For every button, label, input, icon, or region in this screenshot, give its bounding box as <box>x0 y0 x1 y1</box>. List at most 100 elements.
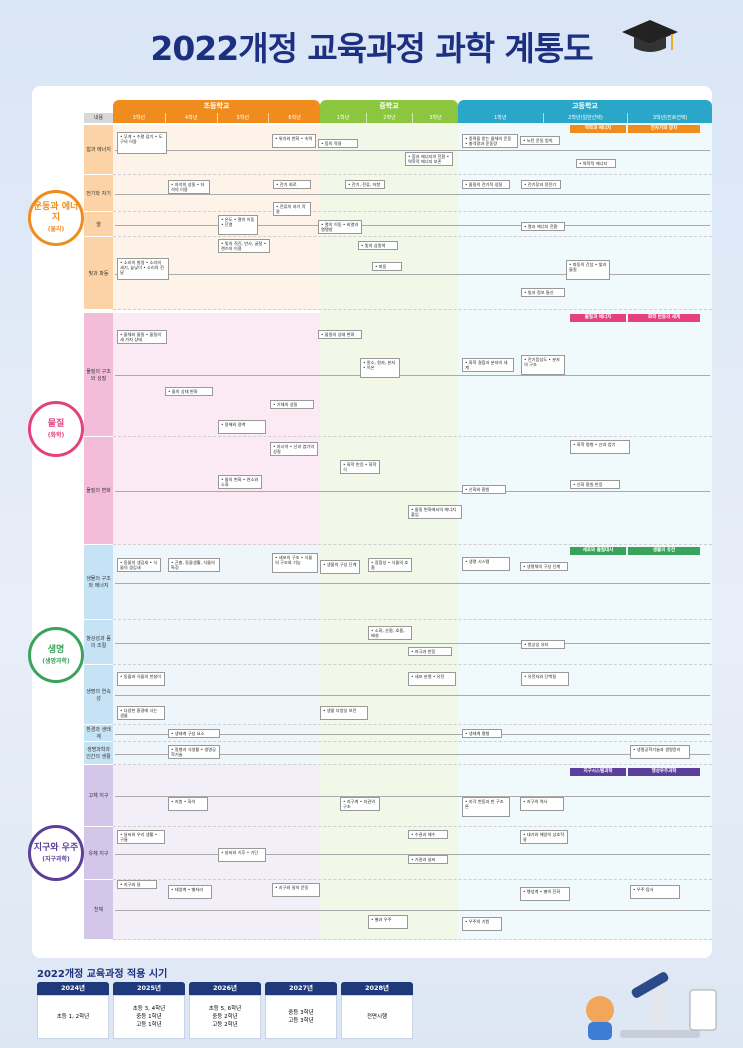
row-connector <box>115 224 710 226</box>
grade-header: 6학년 <box>268 113 320 123</box>
year-header: 2024년 <box>37 982 109 995</box>
content-box: • 생태계 평형 <box>462 729 502 738</box>
content-box: • 화학 반응 • 화학식 <box>340 460 380 474</box>
section-badge: 지구와 우주 (지구과학) <box>28 824 84 881</box>
section-name: 생명 <box>47 645 65 655</box>
content-box: • 빛과 정보 통신 <box>521 288 565 297</box>
level-header: 고등학교 <box>458 100 712 113</box>
year-header: 2028년 <box>341 982 413 995</box>
content-box: • 온도 • 열의 이동 • 단열 <box>218 215 258 235</box>
grade-header: 3학년(진로선택) <box>627 113 712 123</box>
content-box: • 날씨와 기후 • 기단 <box>218 848 266 862</box>
row-connector <box>115 753 710 755</box>
grade-header: 2학년(일반선택) <box>542 113 628 123</box>
section-subject: (지구과학) <box>42 855 70 863</box>
content-box: • 날씨와 우리 생활 • 구름 <box>117 830 165 844</box>
content-box: • 생물 다양성 보전 <box>320 706 368 720</box>
content-box: • 전기음성도 • 분자의 구조 <box>521 355 565 375</box>
section-badge: 생명 (생명과학) <box>28 627 84 683</box>
level-header: 중학교 <box>320 100 458 113</box>
row-label: 환경과 생태계 <box>84 725 113 742</box>
row-label: 유체 지구 <box>84 827 113 880</box>
content-box: • 유전자와 단백질 <box>521 672 569 686</box>
section-subject: (화학) <box>47 432 65 439</box>
grade-header: 5학년 <box>216 113 269 123</box>
content-box: • 질병과 식생활 • 생명공학기술 <box>168 745 220 759</box>
content-box: • 원소, 원자, 분자 • 이온 <box>360 358 400 378</box>
content-box: • 다양한 환경에 사는 생물 <box>117 706 165 720</box>
content-box: • 세포 분열 • 유전 <box>408 672 456 686</box>
row-label: 생명과학과 인간의 생활 <box>84 742 113 765</box>
row-connector <box>115 273 710 275</box>
content-box: • 무게 • 수평 잡기 • 도구의 이용 <box>117 132 167 154</box>
content-box: • 광합성 • 식물의 호흡 <box>368 558 412 572</box>
content-box: • 열과 에너지 전환 <box>521 222 565 231</box>
content-box: • 지층 • 화석 <box>168 797 208 811</box>
content-box: • 빛의 직진, 반사, 굴절 • 렌즈의 이용 <box>218 239 270 253</box>
course-tag: 전자기와 양자 <box>628 125 700 133</box>
year-line: 중등 2학년 <box>212 1014 238 1020</box>
graduation-cap-icon <box>622 20 678 52</box>
course-tag: 지구시스템과학 <box>570 768 626 776</box>
microscope-illustration <box>586 970 717 1040</box>
content-box: • 전기, 전류, 저항 <box>345 180 385 189</box>
grade-header: 1학년 <box>320 113 366 123</box>
row-label: 힘과 에너지 <box>84 125 113 175</box>
content-box: • 기권과 날씨 <box>408 855 448 864</box>
content-box: • 생물의 구성 단계 <box>320 560 360 574</box>
content-box: • 세포의 구조 • 식물의 구조와 기능 <box>272 553 318 573</box>
content-box: • 동물과 식물의 한살이 <box>117 672 165 686</box>
row-connector <box>115 150 710 151</box>
grade-header: 4학년 <box>164 113 217 123</box>
row-connector <box>115 853 710 855</box>
poster-title: 2022개정 교육과정 과학 계통도 <box>150 29 593 68</box>
content-box: • 소리의 발생 • 소리의 세기, 높낮이 • 소리의 전달 <box>117 258 169 280</box>
course-tag: 화학 반응의 세계 <box>628 314 700 322</box>
content-header: 내용 <box>84 113 113 123</box>
content-box: • 용해와 용액 <box>218 420 266 434</box>
row-label: 항상성과 몸의 조절 <box>84 620 113 665</box>
year-line: 중등 1학년 <box>136 1014 162 1020</box>
year-box: 초등 3, 4학년 중등 1학년 고등 1학년 <box>113 995 185 1039</box>
row-label: 생명의 연속성 <box>84 665 113 725</box>
year-box: 초등 1, 2학년 <box>37 995 109 1039</box>
row-connector <box>115 910 710 911</box>
content-box: • 지구계 • 지권의 구조 <box>340 797 380 811</box>
content-box: • 힘의 작용 <box>318 139 358 148</box>
level-header: 초등학교 <box>113 100 320 113</box>
course-tag: 물질과 에너지 <box>570 314 626 322</box>
content-box: • 역학적 에너지 <box>576 159 616 168</box>
content-box: • 전류의 자기 작용 <box>273 202 311 216</box>
year-line: 초등 1, 2학년 <box>56 1014 90 1020</box>
grade-header: 3학년 <box>113 113 165 123</box>
course-tag: 세포와 물질대사 <box>570 547 626 555</box>
section-name: 운동과 에너지 <box>33 202 79 223</box>
content-box: • 물질의 상태 변화 <box>318 330 362 339</box>
row-connector <box>115 193 710 195</box>
grade-header: 2학년 <box>366 113 412 123</box>
content-box: • 물의 변화 • 연소와 소화 <box>218 475 262 489</box>
section-name: 지구와 우주 <box>33 842 79 853</box>
content-box: • 화학 평형 • 산과 염기 <box>570 440 630 454</box>
row-label: 생물의 구조와 에너지 <box>84 545 113 620</box>
course-tag: 생물의 유전 <box>628 547 700 555</box>
year-box: 중등 3학년 고등 3학년 <box>265 995 337 1039</box>
row-label: 전기와 자기 <box>84 175 113 212</box>
content-box: • 생태계 구성 요소 <box>168 729 220 738</box>
content-box: • 산화 환원 반응 <box>570 480 620 489</box>
year-header: 2026년 <box>189 982 261 995</box>
section-subject: (생명과학) <box>42 658 70 665</box>
content-box: • 파동 <box>372 262 402 271</box>
content-box: • 생명 시스템 <box>462 557 510 571</box>
row-connector <box>115 642 710 644</box>
content-box: • 지구와 달 <box>117 880 157 889</box>
year-header: 2025년 <box>113 982 185 995</box>
content-box: • 힘과 에너지의 전환 • 역학적 에너지 보존 <box>405 152 453 166</box>
course-tag: 역학과 에너지 <box>570 125 626 133</box>
row-label: 열 <box>84 212 113 237</box>
year-line: 고등 2학년 <box>212 1022 238 1028</box>
content-box: • 수권과 해수 <box>408 830 448 839</box>
content-box: • 물질 변화에서의 에너지 출입 <box>408 505 462 519</box>
content-box: • 동물의 생김새 • 식물의 생김새 <box>117 558 161 572</box>
row-label: 천체 <box>84 880 113 940</box>
